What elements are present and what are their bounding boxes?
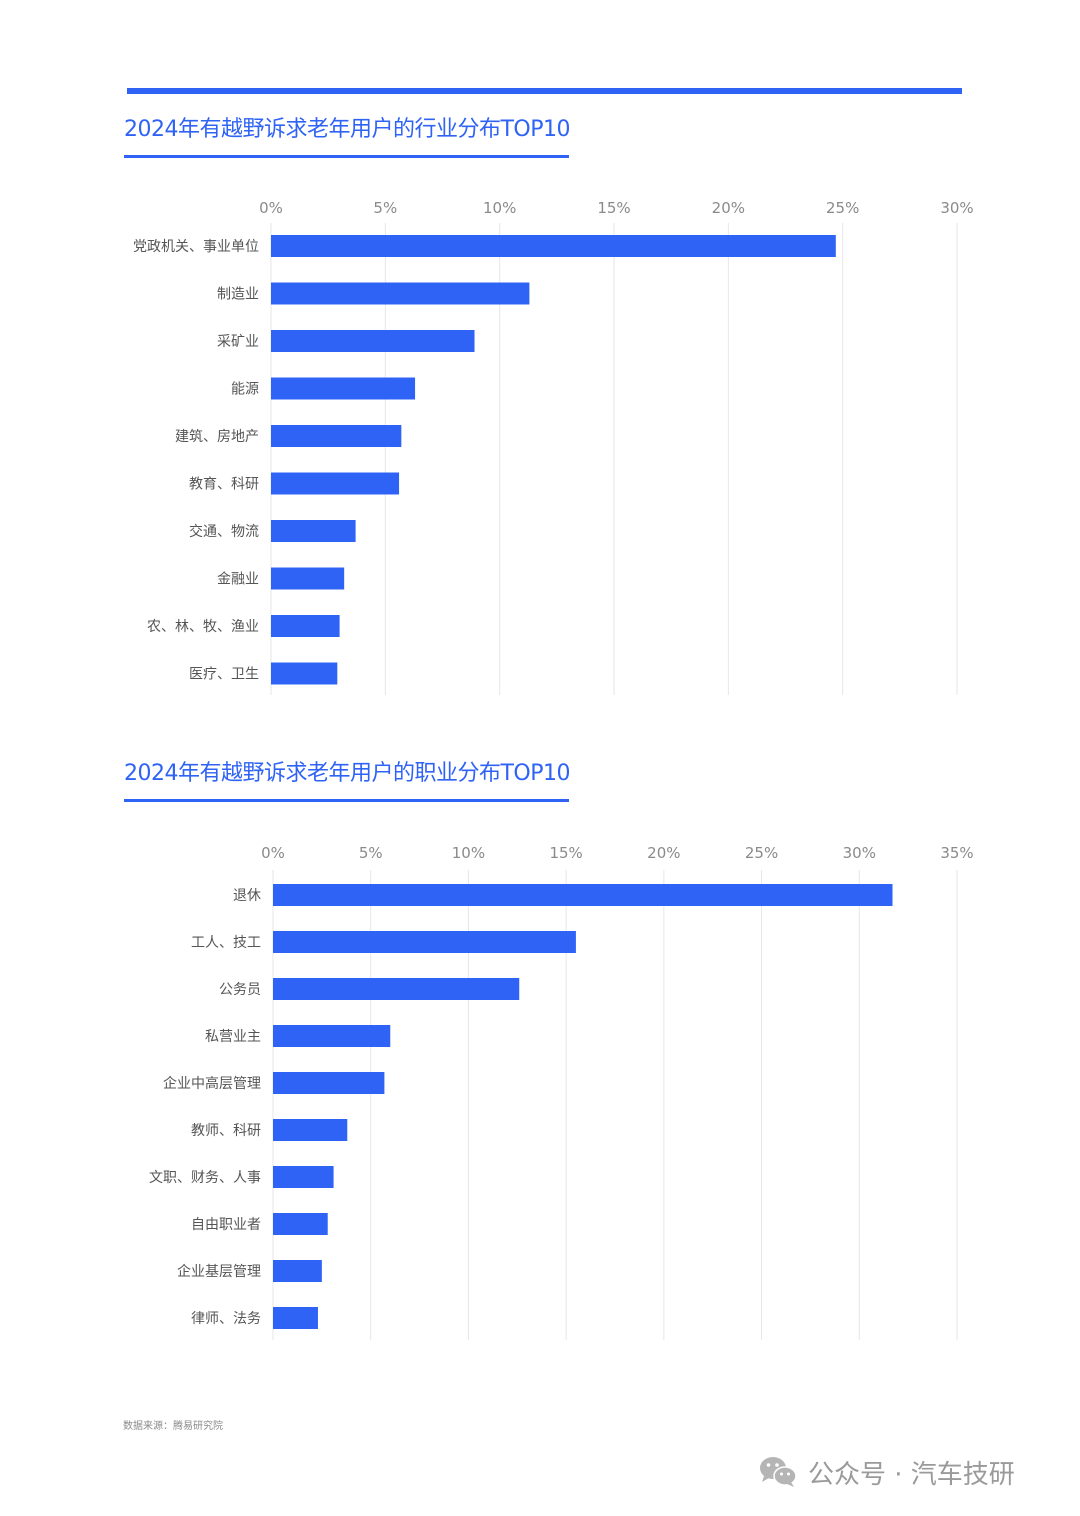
x-tick-label: 5% xyxy=(373,199,397,217)
bar xyxy=(273,978,520,1000)
x-tick-label: 30% xyxy=(940,199,973,217)
x-tick-label: 20% xyxy=(647,844,680,862)
chart-1-title: 2024年有越野诉求老年用户的行业分布TOP10 xyxy=(124,117,571,142)
x-tick-label: 10% xyxy=(483,199,516,217)
bar xyxy=(273,1307,318,1329)
bar xyxy=(273,1072,385,1094)
category-label: 退休 xyxy=(233,888,261,904)
category-label: 党政机关、事业单位 xyxy=(133,239,259,255)
bar xyxy=(273,1025,391,1047)
x-tick-label: 25% xyxy=(826,199,859,217)
chart-2-title-rule xyxy=(124,799,569,802)
x-tick-label: 35% xyxy=(940,844,973,862)
x-tick-label: 30% xyxy=(843,844,876,862)
category-label: 教师、科研 xyxy=(191,1123,261,1139)
x-tick-label: 15% xyxy=(597,199,630,217)
category-label: 医疗、卫生 xyxy=(189,667,259,683)
category-label: 建筑、房地产 xyxy=(175,429,259,445)
x-tick-label: 5% xyxy=(359,844,383,862)
category-label: 律师、法务 xyxy=(191,1311,261,1327)
category-label: 公务员 xyxy=(219,982,261,998)
category-label: 制造业 xyxy=(217,287,259,303)
category-label: 金融业 xyxy=(217,572,259,588)
watermark: 公众号 · 汽车技研 xyxy=(758,1452,1015,1492)
bar xyxy=(271,377,416,400)
category-label: 企业中高层管理 xyxy=(163,1075,261,1092)
bar xyxy=(273,1119,348,1141)
bar xyxy=(271,282,530,305)
category-label: 农、林、牧、渔业 xyxy=(147,619,259,635)
bar xyxy=(271,520,356,542)
category-label: 能源 xyxy=(231,382,259,398)
category-label: 自由职业者 xyxy=(191,1217,261,1233)
category-label: 采矿业 xyxy=(217,334,259,350)
x-tick-label: 0% xyxy=(259,199,283,217)
x-tick-label: 25% xyxy=(745,844,778,862)
category-label: 文职、财务、人事 xyxy=(149,1170,261,1186)
wechat-icon xyxy=(760,1457,797,1487)
bar xyxy=(271,472,400,495)
top-rule xyxy=(127,88,962,94)
chart-1-title-rule xyxy=(124,155,569,158)
x-tick-label: 20% xyxy=(712,199,745,217)
bar xyxy=(271,235,836,257)
bar xyxy=(273,1213,328,1235)
bar xyxy=(273,931,576,953)
bar xyxy=(271,615,340,637)
chart-2-title: 2024年有越野诉求老年用户的职业分布TOP10 xyxy=(124,761,571,786)
category-label: 教育、科研 xyxy=(189,477,259,493)
data-source: 数据来源：腾易研究院 xyxy=(123,1421,223,1432)
bar xyxy=(273,1260,322,1282)
x-tick-label: 15% xyxy=(549,844,582,862)
bar xyxy=(271,567,345,590)
category-label: 私营业主 xyxy=(205,1029,261,1045)
x-tick-label: 10% xyxy=(452,844,485,862)
x-tick-label: 0% xyxy=(261,844,285,862)
industry-bar-chart: 0% 5% 10% 15% 20% 25% 30% 党政机关、事业单位制造业采矿业能源建筑、房… xyxy=(133,199,974,695)
category-label: 企业基层管理 xyxy=(177,1263,261,1280)
bar xyxy=(271,330,475,352)
category-label: 交通、物流 xyxy=(189,523,259,540)
watermark-text: 公众号 · 汽车技研 xyxy=(808,1459,1015,1490)
occupation-bar-chart: 0% 5% 10% 15% 20% 25% 30% 35% 退休工人、技工公务员私营业主企业中高… xyxy=(149,844,974,1340)
bar xyxy=(271,425,402,447)
bar xyxy=(273,1166,334,1188)
bar xyxy=(271,662,338,685)
bar xyxy=(273,884,893,906)
category-label: 工人、技工 xyxy=(191,935,261,951)
